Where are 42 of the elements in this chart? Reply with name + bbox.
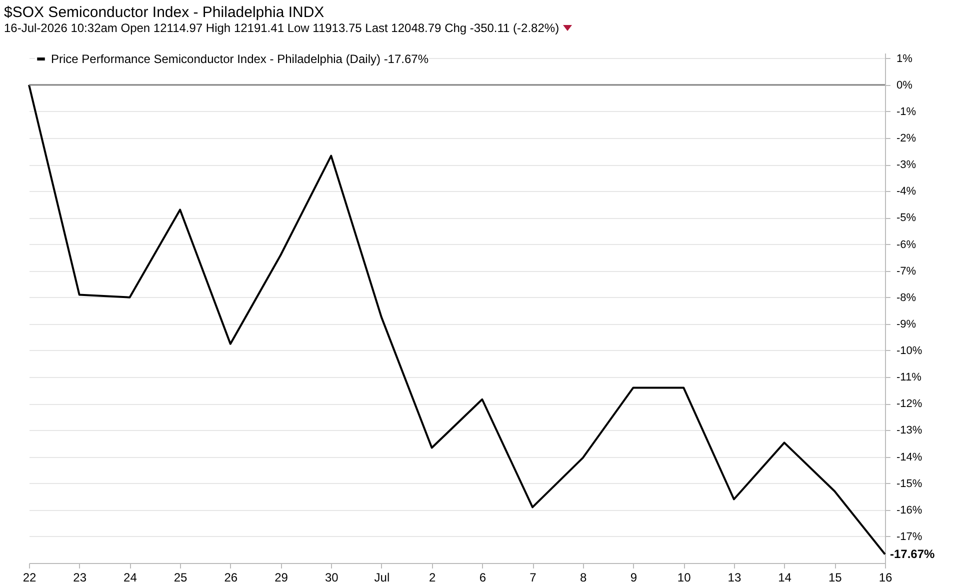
y-tick-label: -1% bbox=[896, 106, 916, 118]
x-tick-label: 30 bbox=[324, 570, 339, 584]
legend-label: Price Performance Semiconductor Index - Philadelphia (Daily) -17.67% bbox=[51, 52, 429, 66]
x-tick-label: 2 bbox=[428, 570, 436, 584]
x-tick-label: 13 bbox=[728, 570, 742, 584]
x-tick-label: 14 bbox=[778, 570, 792, 584]
x-tick-label: 24 bbox=[124, 570, 138, 584]
y-tick-label: -14% bbox=[896, 451, 922, 464]
y-tick-label: -7% bbox=[896, 265, 916, 278]
x-tick-label: 6 bbox=[479, 570, 486, 584]
y-tick-label: -15% bbox=[896, 478, 922, 490]
x-tick-label: 9 bbox=[630, 570, 638, 584]
x-tick-label: 8 bbox=[580, 570, 588, 584]
x-tick-label: Jul bbox=[374, 570, 390, 584]
x-tick-label: 7 bbox=[530, 570, 537, 584]
x-tick-label: 10 bbox=[677, 570, 692, 584]
y-tick-label: -9% bbox=[896, 318, 916, 330]
y-tick-label: -3% bbox=[896, 159, 916, 172]
x-tick-label: 15 bbox=[828, 570, 842, 584]
y-tick-label: -12% bbox=[896, 398, 922, 410]
chart-title: $SOX Semiconductor Index - Philadelphia INDX bbox=[4, 4, 326, 21]
y-tick-label: -17% bbox=[896, 530, 922, 543]
x-tick-label: 29 bbox=[274, 570, 288, 584]
data-label: -17.67% bbox=[890, 547, 936, 562]
y-tick-label: -10% bbox=[896, 345, 922, 357]
y-tick-label: -13% bbox=[896, 424, 922, 437]
y-tick-label: -4% bbox=[896, 186, 916, 198]
y-tick-label: 0% bbox=[896, 79, 913, 92]
x-tick-label: 23 bbox=[73, 570, 87, 584]
y-tick-label: 1% bbox=[896, 52, 913, 65]
y-tick-label: -11% bbox=[896, 372, 922, 384]
x-tick-label: 16 bbox=[878, 570, 892, 584]
y-tick-label: -2% bbox=[896, 132, 916, 144]
line-series bbox=[28, 84, 886, 556]
y-tick-label: -16% bbox=[896, 504, 922, 516]
x-tick-label: 25 bbox=[174, 570, 188, 584]
x-tick-label: 26 bbox=[224, 570, 238, 584]
y-tick-label: -5% bbox=[896, 212, 916, 224]
y-tick-label: -6% bbox=[896, 238, 916, 251]
chart-subtitle: 16-Jul-2026 10:32am Open 12114.97 High 12191.41 Low 11913.75 Last 12048.79 Chg -350.11 (-2.82%) bbox=[4, 21, 560, 35]
x-tick-label: 22 bbox=[22, 570, 36, 584]
y-tick-label: -8% bbox=[896, 292, 916, 304]
